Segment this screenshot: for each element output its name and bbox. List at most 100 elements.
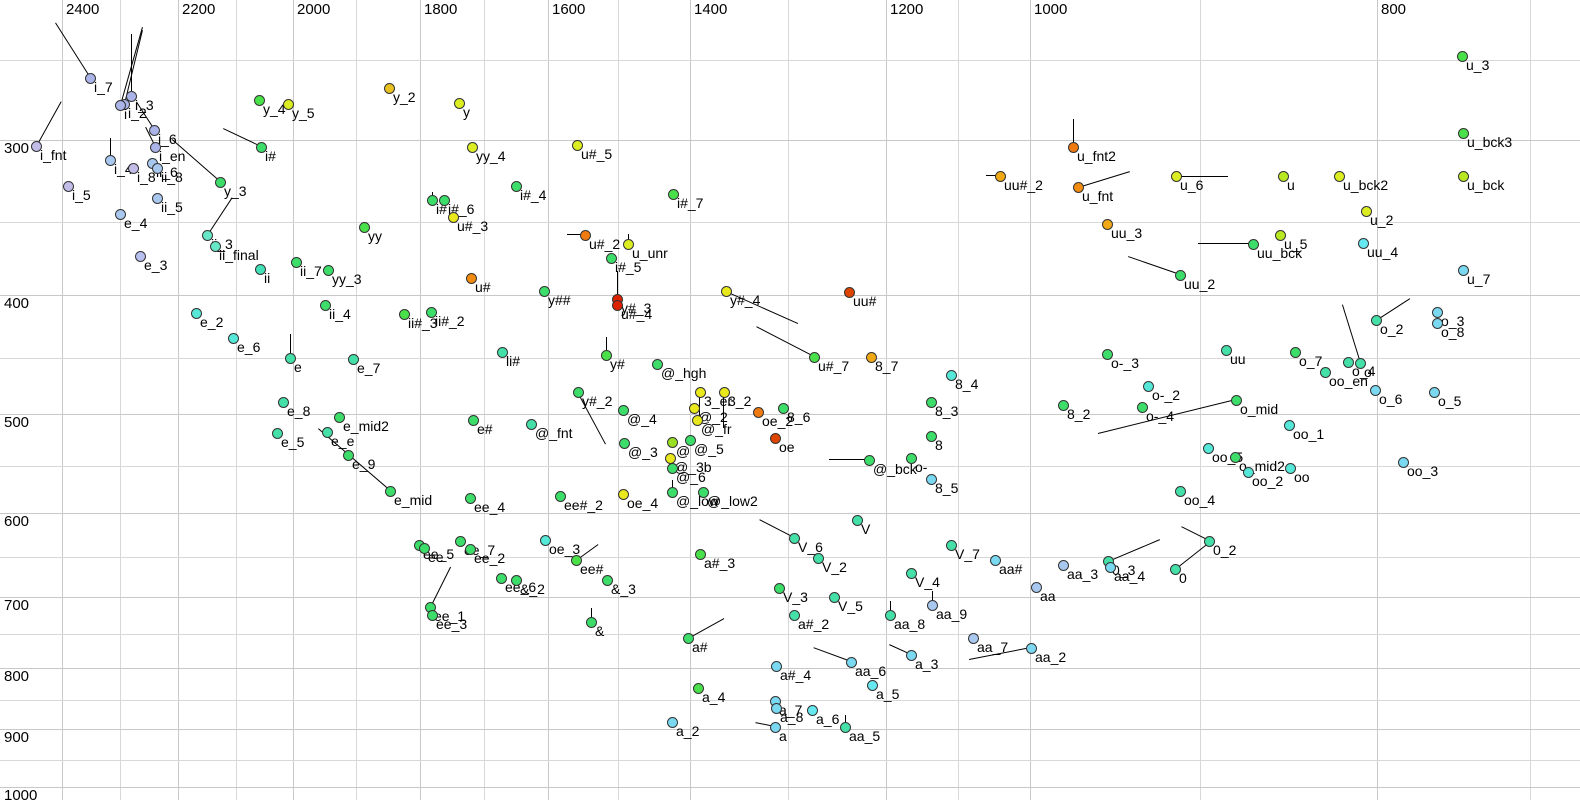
data-point[interactable] xyxy=(214,176,226,188)
data-point[interactable] xyxy=(1030,581,1042,593)
data-point[interactable] xyxy=(1457,264,1469,276)
data-point[interactable] xyxy=(209,240,221,252)
data-point[interactable] xyxy=(1357,237,1369,249)
data-point[interactable] xyxy=(84,72,96,84)
data-point[interactable] xyxy=(994,170,1006,182)
data-point[interactable] xyxy=(617,488,629,500)
data-point[interactable] xyxy=(617,404,629,416)
data-point[interactable] xyxy=(1203,535,1215,547)
data-point[interactable] xyxy=(1174,485,1186,497)
data-point[interactable] xyxy=(925,473,937,485)
data-point[interactable] xyxy=(989,554,1001,566)
data-point[interactable] xyxy=(201,229,213,241)
data-point[interactable] xyxy=(447,211,459,223)
data-point[interactable] xyxy=(1067,141,1079,153)
data-point[interactable] xyxy=(684,434,696,446)
data-point[interactable] xyxy=(1136,401,1148,413)
data-point[interactable] xyxy=(358,221,370,233)
data-point[interactable] xyxy=(1289,346,1301,358)
data-point[interactable] xyxy=(104,154,116,166)
data-point[interactable] xyxy=(465,272,477,284)
data-point[interactable] xyxy=(426,194,438,206)
data-point[interactable] xyxy=(905,567,917,579)
data-point[interactable] xyxy=(692,682,704,694)
data-point[interactable] xyxy=(277,396,289,408)
data-point[interactable] xyxy=(682,632,694,644)
data-point[interactable] xyxy=(1101,348,1113,360)
data-point[interactable] xyxy=(1242,466,1254,478)
data-point[interactable] xyxy=(127,162,139,174)
data-point[interactable] xyxy=(600,349,612,361)
data-point[interactable] xyxy=(453,97,465,109)
data-point[interactable] xyxy=(571,139,583,151)
data-point[interactable] xyxy=(1360,205,1372,217)
data-point[interactable] xyxy=(466,141,478,153)
data-point[interactable] xyxy=(438,194,450,206)
data-point[interactable] xyxy=(839,721,851,733)
data-point[interactable] xyxy=(496,346,508,358)
data-point[interactable] xyxy=(538,285,550,297)
data-point[interactable] xyxy=(865,351,877,363)
data-point[interactable] xyxy=(322,264,334,276)
data-point[interactable] xyxy=(808,351,820,363)
data-point[interactable] xyxy=(1457,127,1469,139)
data-point[interactable] xyxy=(1174,269,1186,281)
data-point[interactable] xyxy=(694,386,706,398)
data-point[interactable] xyxy=(1431,317,1443,329)
data-point[interactable] xyxy=(347,353,359,365)
data-point[interactable] xyxy=(905,452,917,464)
data-point[interactable] xyxy=(828,591,840,603)
data-point[interactable] xyxy=(688,402,700,414)
data-point[interactable] xyxy=(495,572,507,584)
data-point[interactable] xyxy=(622,238,634,250)
data-point[interactable] xyxy=(254,263,266,275)
data-point[interactable] xyxy=(697,486,709,498)
data-point[interactable] xyxy=(905,649,917,661)
data-point[interactable] xyxy=(866,679,878,691)
data-point[interactable] xyxy=(1229,451,1241,463)
data-point[interactable] xyxy=(464,492,476,504)
data-point[interactable] xyxy=(1274,229,1286,241)
data-point[interactable] xyxy=(1025,642,1037,654)
data-point[interactable] xyxy=(333,411,345,423)
data-point[interactable] xyxy=(770,660,782,672)
data-point[interactable] xyxy=(1428,386,1440,398)
data-point[interactable] xyxy=(845,656,857,668)
data-point[interactable] xyxy=(290,256,302,268)
data-point[interactable] xyxy=(1142,380,1154,392)
data-point[interactable] xyxy=(134,250,146,262)
data-point[interactable] xyxy=(384,485,396,497)
data-point[interactable] xyxy=(1369,384,1381,396)
data-point[interactable] xyxy=(1319,366,1331,378)
data-point[interactable] xyxy=(572,386,584,398)
data-point[interactable] xyxy=(788,532,800,544)
data-point[interactable] xyxy=(720,285,732,297)
data-point[interactable] xyxy=(769,432,781,444)
data-point[interactable] xyxy=(151,192,163,204)
data-point[interactable] xyxy=(694,548,706,560)
data-point[interactable] xyxy=(666,462,678,474)
data-point[interactable] xyxy=(788,609,800,621)
data-point[interactable] xyxy=(418,542,430,554)
data-point[interactable] xyxy=(926,599,938,611)
data-point[interactable] xyxy=(319,299,331,311)
data-point[interactable] xyxy=(611,299,623,311)
data-point[interactable] xyxy=(398,308,410,320)
data-point[interactable] xyxy=(282,98,294,110)
data-point[interactable] xyxy=(752,406,764,418)
data-point[interactable] xyxy=(1170,170,1182,182)
data-point[interactable] xyxy=(1104,561,1116,573)
data-point[interactable] xyxy=(454,535,466,547)
data-point[interactable] xyxy=(1057,399,1069,411)
data-point[interactable] xyxy=(1057,559,1069,571)
data-point[interactable] xyxy=(525,418,537,430)
data-point[interactable] xyxy=(570,554,582,566)
data-point[interactable] xyxy=(1072,181,1084,193)
data-point[interactable] xyxy=(1230,394,1242,406)
data-point[interactable] xyxy=(666,436,678,448)
data-point[interactable] xyxy=(1284,462,1296,474)
data-point[interactable] xyxy=(383,82,395,94)
data-point[interactable] xyxy=(1431,306,1443,318)
data-point[interactable] xyxy=(253,94,265,106)
data-point[interactable] xyxy=(585,616,597,628)
